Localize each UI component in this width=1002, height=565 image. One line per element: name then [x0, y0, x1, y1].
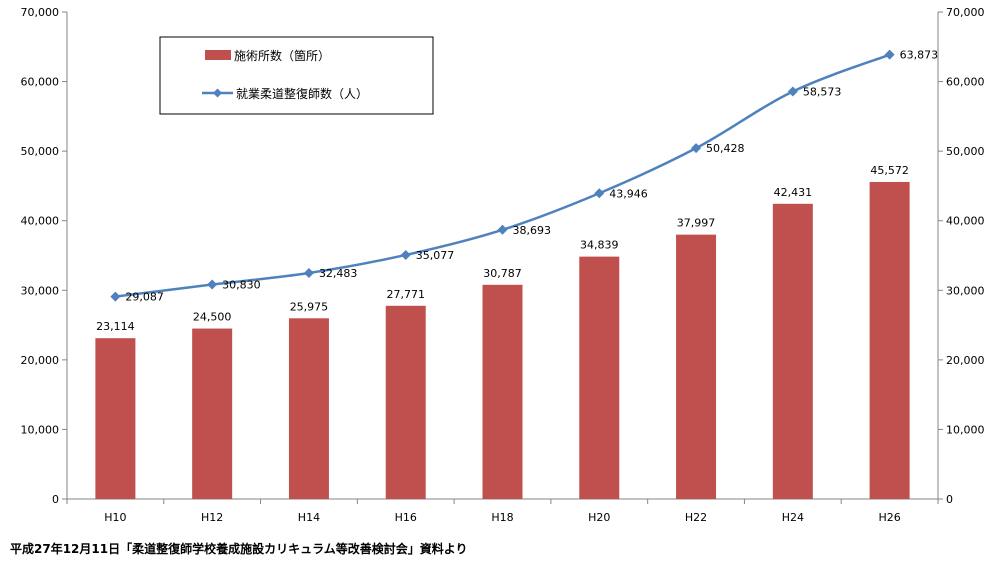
- y-right-tick-label: 60,000: [946, 76, 985, 89]
- x-tick-label: H18: [491, 511, 513, 524]
- y-left-tick-label: 10,000: [21, 423, 60, 436]
- legend-box: [159, 36, 434, 115]
- y-right-tick-label: 0: [946, 493, 953, 506]
- x-tick-label: H12: [201, 511, 223, 524]
- line-marker: [303, 268, 314, 279]
- y-right-tick-label: 30,000: [946, 284, 985, 297]
- y-right-tick-label: 40,000: [946, 215, 985, 228]
- bar-series: [95, 181, 910, 500]
- bar-value-label: 45,572: [870, 164, 909, 177]
- legend-diamond-icon: [213, 88, 222, 98]
- x-tick-label: H22: [685, 511, 707, 524]
- line-value-label: 32,483: [319, 267, 358, 280]
- line-value-label: 29,087: [125, 291, 164, 304]
- bar-value-label: 42,431: [774, 186, 813, 199]
- y-left-tick-label: 60,000: [21, 76, 60, 89]
- bar: [772, 203, 813, 500]
- line-value-label: 50,428: [706, 142, 745, 155]
- line-marker: [207, 279, 218, 290]
- bar-value-label: 27,771: [386, 288, 425, 301]
- y-left-tick-label: 70,000: [21, 6, 60, 19]
- bar-value-label: 34,839: [580, 239, 619, 252]
- line-path: [115, 53, 891, 298]
- line-marker: [691, 143, 702, 154]
- bar: [192, 328, 233, 499]
- bar-value-label: 30,787: [483, 267, 522, 280]
- legend: 施術所数（箇所） 就業柔道整復師数（人）: [159, 36, 434, 115]
- line-value-label: 58,573: [803, 85, 842, 98]
- line-value-label: 38,693: [513, 224, 552, 237]
- x-tick-label: H26: [878, 511, 900, 524]
- line-marker: [787, 86, 798, 97]
- line-marker: [594, 188, 605, 199]
- line-marker: [884, 49, 895, 60]
- y-right-tick-label: 10,000: [946, 423, 985, 436]
- bar: [385, 305, 426, 499]
- line-marker: [400, 249, 411, 260]
- source-note: 平成27年12月11日「柔道整復師学校養成施設カリキュラム等改善検討会」資料より: [10, 542, 468, 556]
- bar-value-label: 23,114: [96, 320, 135, 333]
- line-series: [110, 49, 895, 302]
- y-left-tick-label: 40,000: [21, 215, 60, 228]
- bar: [869, 181, 910, 499]
- y-right-tick-label: 20,000: [946, 354, 985, 367]
- line-value-label: 35,077: [416, 249, 455, 262]
- bar-value-label: 37,997: [677, 217, 716, 230]
- bar: [579, 256, 620, 499]
- y-left-tick-label: 20,000: [21, 354, 60, 367]
- x-tick-label: H20: [588, 511, 610, 524]
- y-left-tick-label: 30,000: [21, 284, 60, 297]
- line-marker: [497, 224, 508, 235]
- line-value-label: 43,946: [609, 187, 648, 200]
- axes: 0 10,000 20,000 30,000 40,000 50,000 60,000 70,…: [21, 6, 985, 524]
- line-marker: [110, 291, 121, 302]
- x-tick-label: H10: [104, 511, 126, 524]
- legend-bar-label: 施術所数（箇所）: [234, 48, 330, 63]
- bar: [482, 284, 523, 499]
- y-left-tick-label: 0: [52, 493, 59, 506]
- legend-line-label: 就業柔道整復師数（人）: [236, 86, 368, 101]
- data-labels: 23,114 24,500 25,975 27,771 30,787 34,839 37,9…: [96, 49, 938, 334]
- line-value-label: 63,873: [900, 49, 939, 62]
- bar: [288, 318, 329, 499]
- bar-value-label: 25,975: [290, 300, 329, 313]
- bar-value-label: 24,500: [193, 311, 232, 324]
- y-right-tick-label: 50,000: [946, 145, 985, 158]
- legend-bar-swatch: [205, 50, 231, 60]
- bar: [95, 338, 136, 499]
- y-left-tick-label: 50,000: [21, 145, 60, 158]
- x-tick-label: H14: [298, 511, 320, 524]
- x-tick-label: H16: [395, 511, 417, 524]
- line-value-label: 30,830: [222, 279, 261, 292]
- y-right-tick-label: 70,000: [946, 6, 985, 19]
- bar: [676, 234, 717, 499]
- x-tick-label: H24: [782, 511, 804, 524]
